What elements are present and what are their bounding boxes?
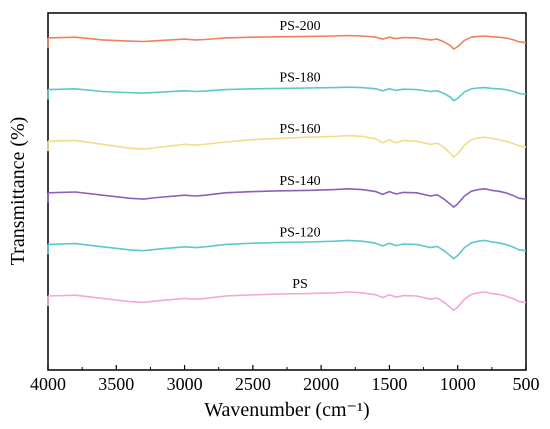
x-axis-title: Wavenumber (cm⁻¹) bbox=[204, 399, 369, 421]
x-tick-label: 4000 bbox=[30, 374, 66, 394]
x-tick-label: 500 bbox=[513, 374, 540, 394]
series-label-ps: PS bbox=[292, 277, 308, 292]
x-tick-label: 2000 bbox=[303, 374, 339, 394]
x-tick-label: 1000 bbox=[440, 374, 476, 394]
y-axis-title: Transmittance (%) bbox=[7, 117, 29, 266]
series-line-ps-200 bbox=[47, 34, 527, 50]
x-tick-label: 2500 bbox=[235, 374, 271, 394]
series-label-ps-120: PS-120 bbox=[279, 225, 320, 240]
series-label-ps-200: PS-200 bbox=[279, 19, 320, 34]
x-tick-label: 3500 bbox=[98, 374, 134, 394]
series-line-ps-120 bbox=[47, 239, 527, 260]
series-label-ps-160: PS-160 bbox=[279, 122, 320, 137]
series-label-ps-140: PS-140 bbox=[279, 174, 320, 189]
series-line-ps-140 bbox=[47, 188, 527, 208]
series-line-ps bbox=[47, 291, 527, 312]
x-axis-ticks bbox=[47, 365, 527, 370]
x-tick-label: 3000 bbox=[167, 374, 203, 394]
x-axis-tick-labels: 4000 3500 3000 2500 2000 1500 1000 500 bbox=[30, 374, 540, 394]
series-label-layer: PS-200 PS-180 PS-160 PS-140 PS-120 PS bbox=[279, 19, 320, 292]
series-layer bbox=[47, 34, 527, 312]
series-line-ps-160 bbox=[47, 134, 527, 158]
series-label-ps-180: PS-180 bbox=[279, 71, 320, 86]
x-tick-label: 1500 bbox=[371, 374, 407, 394]
series-line-ps-180 bbox=[47, 86, 527, 102]
